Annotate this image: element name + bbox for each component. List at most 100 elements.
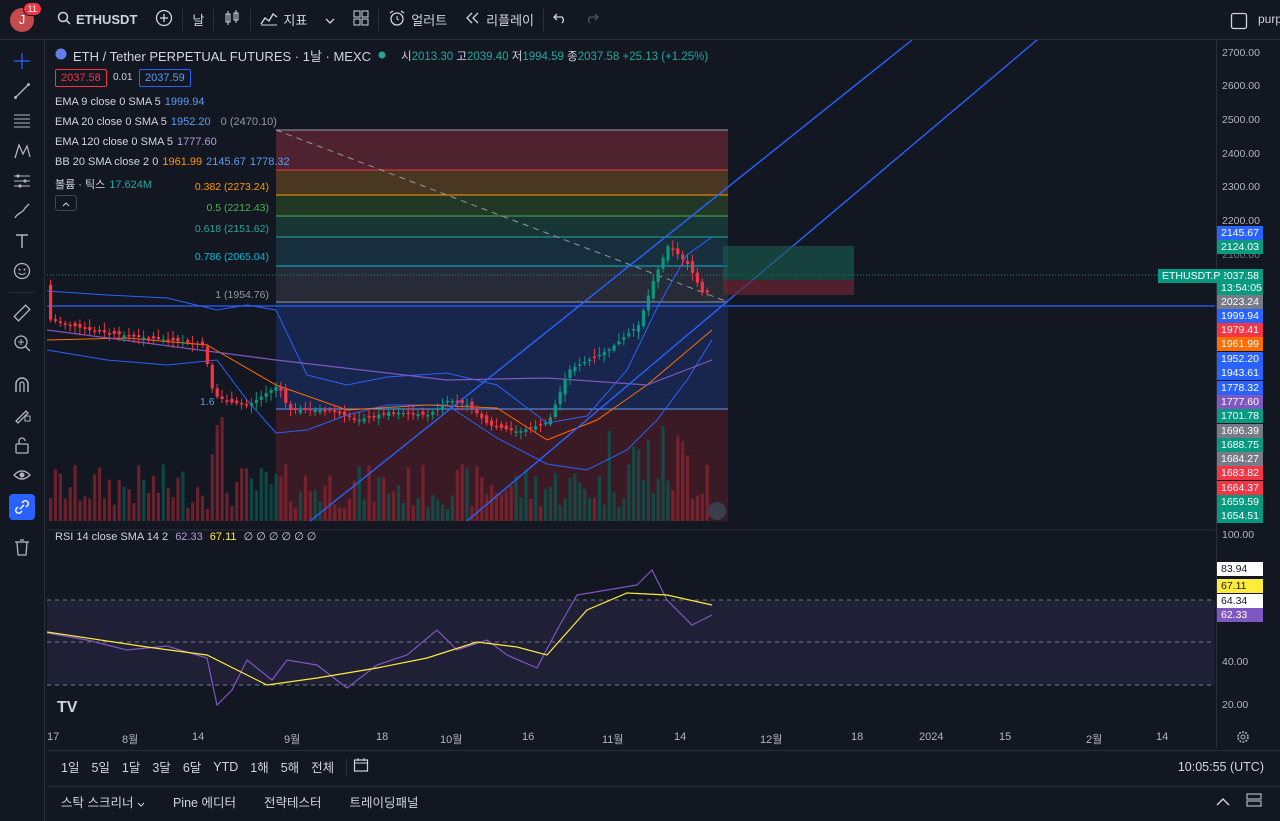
candle-body [147,337,151,340]
candle-body [637,325,641,332]
range-6m[interactable]: 6달 [182,761,202,775]
volume-bar [445,508,450,521]
legend-value: 1777.60 [177,136,217,148]
range-5d[interactable]: 5일 [91,761,110,775]
candle-body [205,346,209,364]
legend-bb[interactable]: BB 20 SMA close 2 0 1961.99 2145.67 1778.32 [55,156,290,168]
candle-body [372,415,376,418]
unlock-icon[interactable] [9,432,35,458]
candle-body [578,364,582,366]
legend-volume[interactable]: 볼륨 · 틱스 17.624M [55,176,152,192]
eye-icon[interactable] [9,462,35,488]
candle-body [563,379,567,395]
rsi-legend[interactable]: RSI 14 close SMA 14 2 62.33 67.11 ∅ ∅ ∅ … [55,530,316,543]
drawing-toolbar [0,40,45,821]
chart-type-button[interactable] [214,0,250,40]
text-tool-icon[interactable] [9,228,35,254]
link-icon[interactable] [9,494,35,520]
flag-icon [708,502,726,520]
time-axis[interactable]: 17 8월 14 9월 18 10월 16 11월 14 12월 18 2024… [47,727,1215,747]
volume-bar [127,489,131,521]
legend-ema9[interactable]: EMA 9 close 0 SMA 5 1999.94 [55,96,205,108]
zoom-in-icon[interactable] [9,330,35,356]
maximize-panel-button[interactable] [1246,793,1262,810]
time-label: 15 [999,731,1012,743]
volume-bar [607,430,611,521]
candle-body [83,327,87,329]
volume-bar [568,477,572,521]
rsi-tag: 67.11 [1217,579,1263,593]
collapse-panel-button[interactable] [1216,795,1230,809]
buy-price-button[interactable]: 2037.59 [139,69,191,87]
layouts-button[interactable] [344,0,378,40]
ruler-icon[interactable] [9,300,35,326]
price-axis[interactable] [1216,40,1280,748]
utc-clock[interactable]: 10:05:55 (UTC) [1177,759,1264,774]
crosshair-icon[interactable] [9,48,35,74]
pattern-icon[interactable] [9,138,35,164]
undo-button[interactable] [544,0,576,40]
tab-stock-screener[interactable]: 스탁 스크리너 [47,792,159,811]
lock-drawing-icon[interactable] [9,402,35,428]
alert-button[interactable]: 얼러트 [379,0,456,40]
redo-button[interactable] [576,0,608,40]
volume-bar [583,488,587,521]
candle-body [406,412,410,414]
candle-body [88,327,92,331]
trend-line-icon[interactable] [9,78,35,104]
indicators-button[interactable]: 지표 [251,0,316,40]
legend-ema120[interactable]: EMA 120 close 0 SMA 5 1777.60 [55,136,217,148]
emoji-icon[interactable] [9,258,35,284]
bb-basis [47,329,713,441]
candle-body [534,426,538,430]
volume-bar [529,498,533,521]
trash-icon[interactable] [9,534,35,560]
range-ytd[interactable]: YTD [213,759,239,774]
legend-ema20[interactable]: EMA 20 close 0 SMA 5 1952.20 0 (2470.10) [55,116,277,128]
volume-bar [563,498,567,521]
user-avatar[interactable]: J 11 [10,1,42,32]
close-value: 2037.58 [577,50,620,63]
range-1y[interactable]: 1해 [250,761,269,775]
range-5y[interactable]: 5해 [280,761,300,775]
candle-body [524,429,528,432]
magnet-icon[interactable] [9,372,35,398]
price-chart[interactable]: TV [47,40,1215,748]
sell-price-button[interactable]: 2037.58 [55,69,107,87]
fullscreen-button[interactable] [1230,12,1248,33]
collapse-legend-button[interactable] [55,195,77,211]
volume-bar [367,465,371,521]
compare-add-button[interactable] [146,0,182,40]
ohlc-values: 시2013.30 고2039.40 저1994.59 종2037.58 +25.… [401,48,708,64]
fib-lines-icon[interactable] [9,108,35,134]
price-tag: 1943.61 [1217,366,1263,380]
forecast-icon[interactable] [9,168,35,194]
settings-button[interactable] [1236,730,1250,747]
fib-zone [276,195,728,216]
avatar-letter: J [18,12,26,27]
price-axis-label: 2500.00 [1222,114,1260,126]
indicators-dropdown[interactable] [316,0,344,40]
range-3m[interactable]: 3달 [152,761,171,775]
range-all[interactable]: 전체 [311,761,335,775]
volume-bar [117,479,121,521]
range-1d[interactable]: 1일 [61,761,80,775]
user-menu-label[interactable]: purp [1258,12,1280,26]
interval-button[interactable]: 날 [183,0,213,40]
symbol-price-tag: ETHUSDT.P [1158,269,1225,283]
tab-pine-editor[interactable]: Pine 에디터 [172,796,236,810]
fib-zone [276,237,728,266]
tab-trading-panel[interactable]: 트레이딩패널 [349,796,419,810]
replay-button[interactable]: 리플레이 [456,0,543,40]
range-1m[interactable]: 1달 [121,761,141,775]
brush-icon[interactable] [9,198,35,224]
volume-bar [602,504,606,521]
volume-bar [333,504,337,521]
volume-bar [519,497,523,521]
candle-body [78,324,82,328]
volume-bar [107,479,111,521]
time-label: 16 [522,731,535,743]
symbol-search-button[interactable]: ETHUSDT [48,0,146,40]
go-to-date-button[interactable] [353,757,369,776]
tab-strategy-tester[interactable]: 전략테스터 [263,796,322,810]
